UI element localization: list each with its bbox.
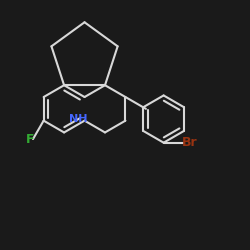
Text: F: F bbox=[26, 132, 35, 145]
Text: Br: Br bbox=[182, 136, 198, 149]
Text: NH: NH bbox=[69, 114, 87, 124]
